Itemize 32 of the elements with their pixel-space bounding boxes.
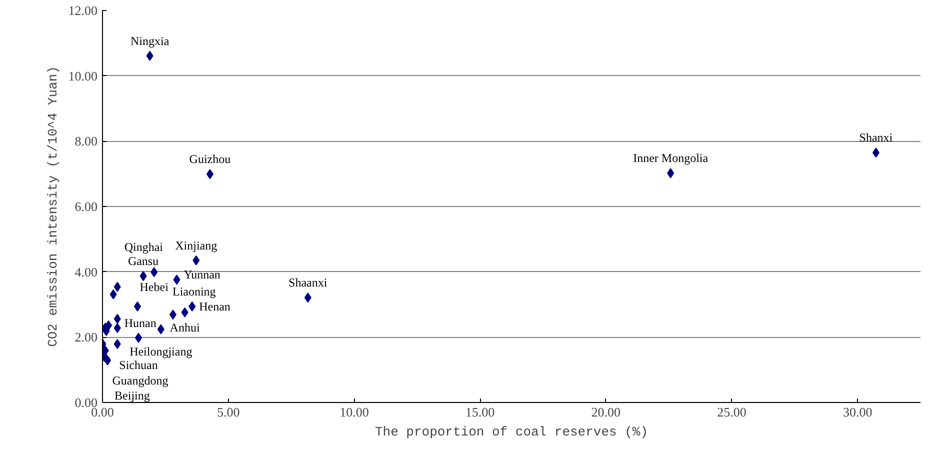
annotation: Anhui <box>170 320 200 334</box>
annotation: Shanxi <box>859 130 894 145</box>
x-tick-label: 5.00 <box>216 404 240 420</box>
annotation: Sichuan <box>119 358 158 372</box>
annotation: Xinjiang <box>175 238 218 252</box>
annotation: Hunan <box>124 316 156 330</box>
y-tick-label: 2.00 <box>74 330 98 345</box>
y-tick-label: 8.00 <box>74 134 98 149</box>
annotation: Inner Mongolia <box>633 151 709 166</box>
x-tick-label: 20.00 <box>591 404 621 420</box>
annotation: Yunnan <box>184 268 220 282</box>
annotation: Ningxia <box>130 34 170 48</box>
x-tick-label: 30.00 <box>842 404 872 420</box>
annotation: Beijing <box>114 388 150 402</box>
annotation: Gansu <box>128 254 159 268</box>
annotation: Guizhou <box>189 152 231 166</box>
annotation: Heilongjiang <box>130 344 192 358</box>
y-axis-title: CO2 emission intensity (t/10^4 Yuan) <box>45 66 60 347</box>
x-tick-label: 10.00 <box>340 404 369 420</box>
x-tick-label: 15.00 <box>465 404 495 420</box>
y-tick-label: 12.00 <box>68 3 98 18</box>
y-tick-label: 6.00 <box>74 199 98 214</box>
annotation: Henan <box>199 299 230 314</box>
annotation: Qinghai <box>124 240 164 254</box>
annotation: Guangdong <box>112 374 168 388</box>
x-axis-title: The proportion of coal reserves (%) <box>374 424 648 440</box>
annotation: Liaoning <box>172 284 216 298</box>
annotation: Hebei <box>140 280 170 294</box>
y-tick-label: 10.00 <box>68 68 98 84</box>
x-tick-label: 25.00 <box>717 404 746 420</box>
y-tick-label: 4.00 <box>74 264 98 280</box>
annotation: Shaanxi <box>288 276 328 290</box>
